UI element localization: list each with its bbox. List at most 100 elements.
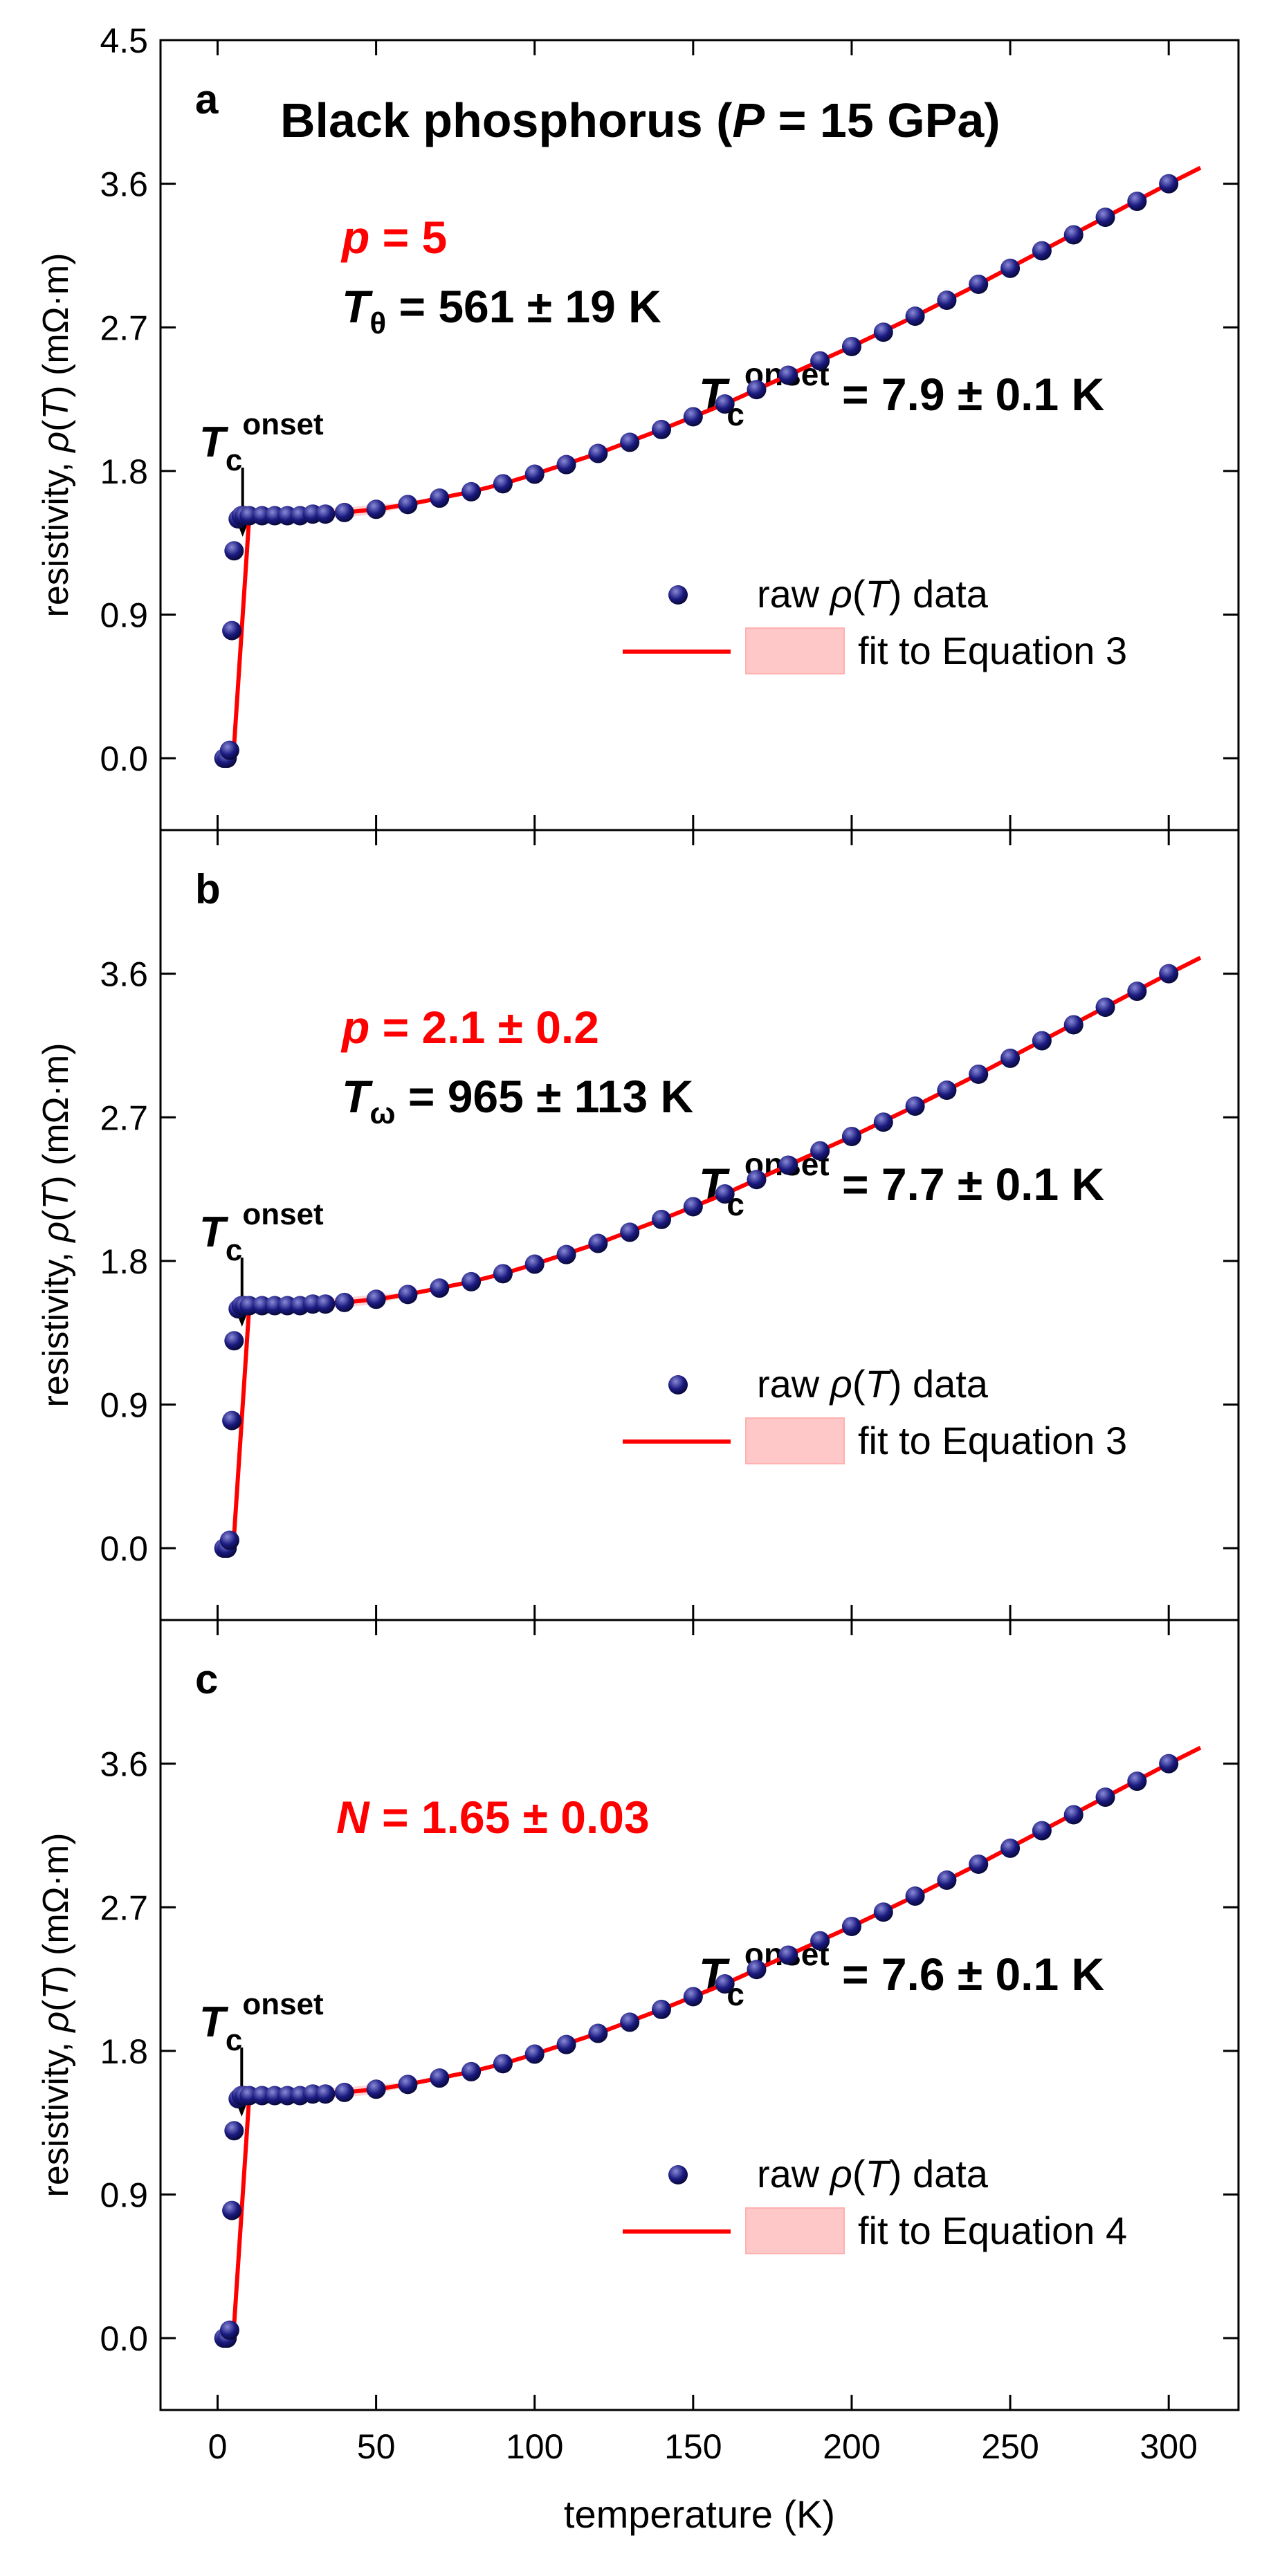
data-point [969,1064,989,1084]
x-tick-label: 200 [823,2427,880,2466]
data-point [905,1096,925,1116]
data-point [316,504,336,524]
data-point [1032,1821,1052,1841]
panel-a: 0.0 0.9 1.8 2.7 3.6 4.5 resistivity, ρ(T) (mΩ·… [36,21,1240,831]
data-point [316,1294,336,1314]
legend-data-label: raw ρ(T) data [757,1362,989,1406]
y-tick-label: 0.0 [100,739,148,778]
data-point [524,2044,545,2064]
y-tick-label: 4.5 [100,21,148,60]
y-tick-label: 3.6 [100,1745,148,1784]
data-point [219,1530,239,1550]
legend-marker [668,2165,688,2184]
y-axis-label: resistivity, ρ(T) (mΩ·m) [36,1043,76,1408]
data-point [588,1233,608,1253]
data-point [841,1126,861,1146]
data-point [715,394,735,414]
y-tick-label: 0.0 [100,1529,148,1568]
data-point [334,1292,354,1312]
data-point [652,1209,672,1229]
data-point [224,2121,244,2141]
data-point [1063,1015,1083,1035]
data-point [556,1244,576,1264]
panel-letter: a [195,76,219,122]
data-point [652,419,672,439]
data-point [969,274,989,294]
data-point [219,2320,239,2340]
data-point [556,2034,576,2054]
data-point [1000,1048,1021,1068]
data-point [715,1184,735,1204]
data-point [1127,1772,1147,1792]
data-point [398,1285,418,1305]
y-axis-label: resistivity, ρ(T) (mΩ·m) [36,253,76,618]
data-point [366,2079,386,2099]
param-annotation: N = 1.65 ± 0.03 [336,1792,650,1843]
legend: raw ρ(T) data fit to Equation 4 [623,2152,1127,2254]
data-point [316,2084,336,2104]
x-tick-label: 150 [664,2427,722,2466]
legend-data-label: raw ρ(T) data [757,2152,989,2196]
data-point [683,407,703,427]
legend-fit-band [745,1417,845,1464]
tc-onset-annotation: Tconset = 7.7 ± 0.1 K [699,1146,1105,1222]
data-point [873,1902,893,1922]
data-point [969,1854,989,1874]
data-point [524,464,545,484]
data-point [841,336,861,356]
data-point [224,1331,244,1351]
y-tick-label: 0.9 [100,596,148,635]
data-point [747,1960,767,1980]
data-point [222,2200,242,2220]
y-tick-label: 0.9 [100,2176,148,2215]
x-tick-label: 0 [208,2427,228,2466]
legend-fit-label: fit to Equation 4 [858,2209,1127,2252]
data-point [461,2061,482,2081]
data-point [493,1264,513,1284]
data-point [430,488,450,508]
x-tick-label: 250 [981,2427,1039,2466]
data-point [1032,241,1052,261]
y-tick-label: 3.6 [100,955,148,994]
legend-fit-label: fit to Equation 3 [858,629,1127,672]
legend-data-label: raw ρ(T) data [757,572,989,616]
param-annotation: Tθ = 561 ± 19 K [342,281,661,340]
data-point [1032,1031,1052,1051]
data-point [873,322,893,342]
data-point [810,1141,830,1161]
data-point [493,474,513,494]
legend: raw ρ(T) data fit to Equation 3 [623,572,1127,674]
legend: raw ρ(T) data fit to Equation 3 [623,1362,1127,1464]
legend-fit-band [745,2207,845,2254]
legend-marker [668,585,688,605]
chart-title: Black phosphorus (P = 15 GPa) [280,93,1000,147]
data-point [1159,964,1179,984]
y-tick-label: 1.8 [100,452,148,491]
y-tick-label: 2.7 [100,1098,148,1137]
data-point [461,481,482,502]
data-point [588,2023,608,2043]
data-point [937,291,957,311]
y-tick-label: 3.6 [100,165,148,204]
data-point [747,380,767,400]
data-point [1000,258,1021,278]
y-tick-label: 2.7 [100,309,148,347]
data-point [461,1271,482,1291]
legend-fit-label: fit to Equation 3 [858,1419,1127,1462]
data-point [778,365,798,385]
data-point [1063,1805,1083,1825]
legend-marker [668,1375,688,1395]
data-point [937,1080,957,1101]
param-annotation: p = 2.1 ± 0.2 [340,1002,599,1053]
data-point [810,351,830,371]
panel-b: 0.0 0.9 1.8 2.7 3.6 resistivity, ρ(T) (mΩ·m) b… [36,829,1240,1621]
data-point [841,1916,861,1936]
data-point [747,1170,767,1190]
data-point [620,1222,640,1242]
data-point [620,2012,640,2032]
data-point [715,1974,735,1994]
data-point [493,2054,513,2074]
tc-onset-annotation: Tconset = 7.6 ± 0.1 K [699,1936,1105,2012]
data-point [366,1289,386,1309]
